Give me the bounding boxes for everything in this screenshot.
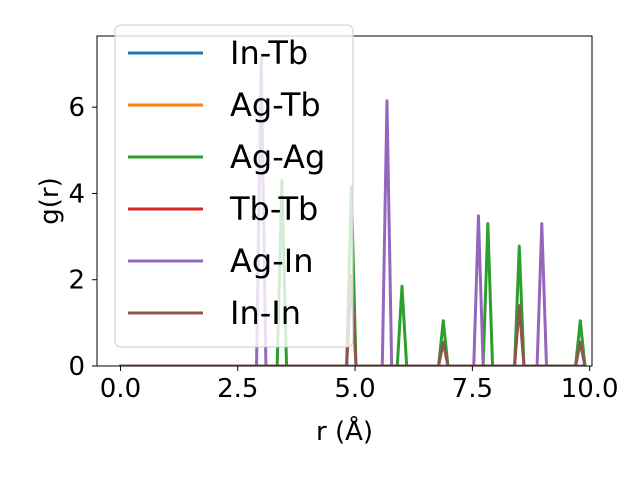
legend-label: In-Tb bbox=[230, 34, 308, 72]
y-tick-label: 4 bbox=[68, 179, 85, 209]
x-tick-label: 10.0 bbox=[561, 374, 619, 404]
x-tick-label: 7.5 bbox=[452, 374, 493, 404]
legend-label: Tb-Tb bbox=[229, 190, 318, 228]
legend-label: Ag-Ag bbox=[230, 138, 325, 176]
x-tick-label: 0.0 bbox=[100, 374, 141, 404]
legend: In-Tb Ag-Tb Ag-Ag Tb-Tb Ag-In In-In bbox=[114, 24, 354, 348]
legend-label: In-In bbox=[230, 294, 301, 332]
x-tick-label: 5.0 bbox=[334, 374, 375, 404]
legend-label: Ag-In bbox=[230, 242, 313, 280]
x-tick-label: 2.5 bbox=[217, 374, 258, 404]
axis-layer: 0.0 2.5 5.0 7.5 10.0 0 2 4 6 bbox=[68, 93, 618, 404]
legend-label: Ag-Tb bbox=[230, 86, 321, 124]
y-tick-label: 6 bbox=[68, 93, 85, 123]
y-tick-label: 2 bbox=[68, 266, 85, 296]
x-axis-label: r (Å) bbox=[316, 415, 373, 447]
y-axis-label: g(r) bbox=[35, 177, 65, 224]
series-line-ag-ag bbox=[118, 179, 587, 366]
y-tick-label: 0 bbox=[68, 352, 85, 382]
